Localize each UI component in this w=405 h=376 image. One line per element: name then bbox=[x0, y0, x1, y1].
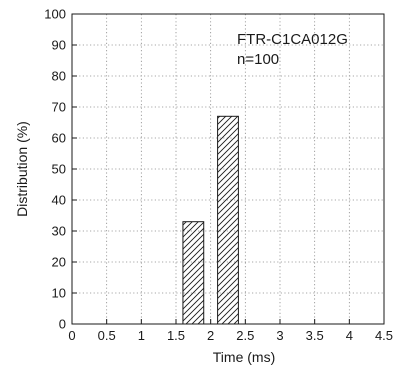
bar bbox=[218, 116, 239, 324]
y-tick-label: 50 bbox=[52, 162, 66, 177]
y-tick-label: 40 bbox=[52, 193, 66, 208]
x-tick-label: 3 bbox=[276, 328, 283, 343]
x-tick-label: 4.5 bbox=[375, 328, 393, 343]
y-tick-label: 30 bbox=[52, 224, 66, 239]
y-axis-label: Distribution (%) bbox=[14, 121, 30, 217]
x-tick-label: 2 bbox=[207, 328, 214, 343]
model-annotation: FTR-C1CA012G bbox=[237, 31, 348, 48]
y-tick-label: 60 bbox=[52, 131, 66, 146]
x-tick-label: 1 bbox=[138, 328, 145, 343]
y-tick-label: 70 bbox=[52, 100, 66, 115]
y-tick-label: 100 bbox=[44, 7, 66, 22]
y-tick-label: 0 bbox=[59, 317, 66, 332]
x-tick-label: 1.5 bbox=[167, 328, 185, 343]
x-tick-label: 3.5 bbox=[306, 328, 324, 343]
y-tick-label: 80 bbox=[52, 69, 66, 84]
y-tick-label: 10 bbox=[52, 286, 66, 301]
x-tick-label: 2.5 bbox=[236, 328, 254, 343]
sample-size-annotation: n=100 bbox=[237, 51, 279, 68]
x-tick-label: 4 bbox=[346, 328, 353, 343]
x-axis-label: Time (ms) bbox=[213, 349, 275, 365]
y-tick-label: 90 bbox=[52, 38, 66, 53]
y-tick-label: 20 bbox=[52, 255, 66, 270]
x-tick-label: 0 bbox=[68, 328, 75, 343]
bar bbox=[183, 222, 204, 324]
x-tick-label: 0.5 bbox=[98, 328, 116, 343]
